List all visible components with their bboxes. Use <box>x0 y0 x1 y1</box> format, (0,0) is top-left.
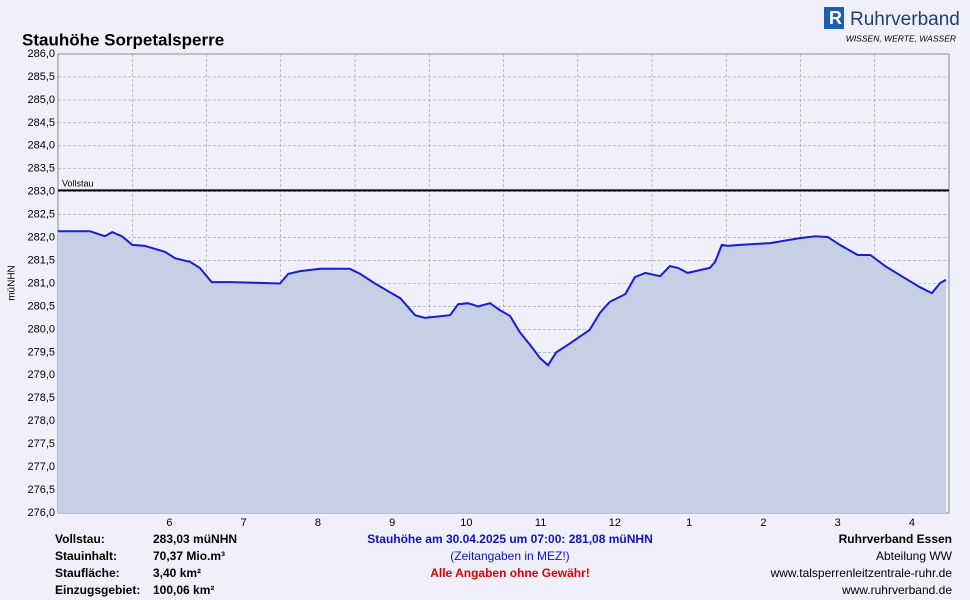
x-tick-label: 11 <box>535 517 546 529</box>
x-tick-label: 8 <box>315 517 321 529</box>
tagline: WISSEN, WERTE, WASSER <box>846 33 956 43</box>
x-tick-label: 4 <box>909 517 915 529</box>
footer-right: Ruhrverband Essen <box>839 532 952 546</box>
reference-label: Vollstau <box>62 178 94 188</box>
footer-right: Abteilung WW <box>876 549 953 563</box>
x-tick-label: 1 <box>686 517 692 529</box>
footer-label: Stauinhalt: <box>55 549 117 563</box>
y-tick-label: 284,5 <box>27 117 55 129</box>
x-tick-label: 12 <box>609 517 621 529</box>
y-tick-label: 280,0 <box>27 323 55 335</box>
x-tick-label: 2 <box>760 517 766 529</box>
footer-value: 100,06 km² <box>153 583 214 597</box>
footer-value: 3,40 km² <box>153 566 201 580</box>
footer-center: Alle Angaben ohne Gewähr! <box>430 566 590 580</box>
chart-title: Stauhöhe Sorpetalsperre <box>22 30 224 49</box>
line <box>58 230 947 367</box>
x-tick-label: 7 <box>241 517 247 529</box>
y-tick-label: 281,0 <box>27 277 55 289</box>
y-tick-label: 285,5 <box>27 71 55 83</box>
x-tick-label: 9 <box>389 517 395 529</box>
footer-right: www.ruhrverband.de <box>841 583 952 597</box>
y-tick-label: 286,0 <box>27 48 55 60</box>
area <box>58 231 946 513</box>
logo-icon <box>824 7 844 29</box>
y-tick-label: 280,5 <box>27 300 55 312</box>
y-axis-label: müNHN <box>7 265 18 301</box>
y-tick-label: 276,5 <box>27 484 55 496</box>
footer-center: (Zeitangaben in MEZ!) <box>450 549 569 563</box>
y-tick-label: 278,5 <box>27 392 55 404</box>
y-tick-label: 283,0 <box>27 186 55 198</box>
x-tick-label: 6 <box>166 517 172 529</box>
y-tick-label: 279,0 <box>27 369 55 381</box>
x-tick-label: 3 <box>835 517 841 529</box>
y-tick-label: 279,5 <box>27 346 55 358</box>
footer-value: 70,37 Mio.m³ <box>153 549 225 563</box>
y-tick-label: 277,5 <box>27 438 55 450</box>
footer-center: Stauhöhe am 30.04.2025 um 07:00: 281,08 … <box>367 532 652 546</box>
y-tick-label: 277,0 <box>27 461 55 473</box>
x-tick-label: 10 <box>460 517 472 529</box>
footer-label: Einzugsgebiet: <box>55 583 140 597</box>
footer-value: 283,03 müNHN <box>153 532 237 546</box>
y-tick-label: 283,5 <box>27 163 55 175</box>
footer-right: www.talsperrenleitzentrale-ruhr.de <box>770 566 953 580</box>
y-tick-label: 276,0 <box>27 507 55 519</box>
footer-label: Vollstau: <box>55 532 105 546</box>
y-tick-label: 282,5 <box>27 209 55 221</box>
y-tick-label: 285,0 <box>27 94 55 106</box>
y-tick-label: 281,5 <box>27 254 55 266</box>
y-tick-label: 284,0 <box>27 140 55 152</box>
logo-letter: R <box>829 8 842 28</box>
y-tick-label: 278,0 <box>27 415 55 427</box>
brand: Ruhrverband <box>850 9 960 30</box>
y-tick-label: 282,0 <box>27 232 55 244</box>
footer-label: Staufläche: <box>55 566 120 580</box>
